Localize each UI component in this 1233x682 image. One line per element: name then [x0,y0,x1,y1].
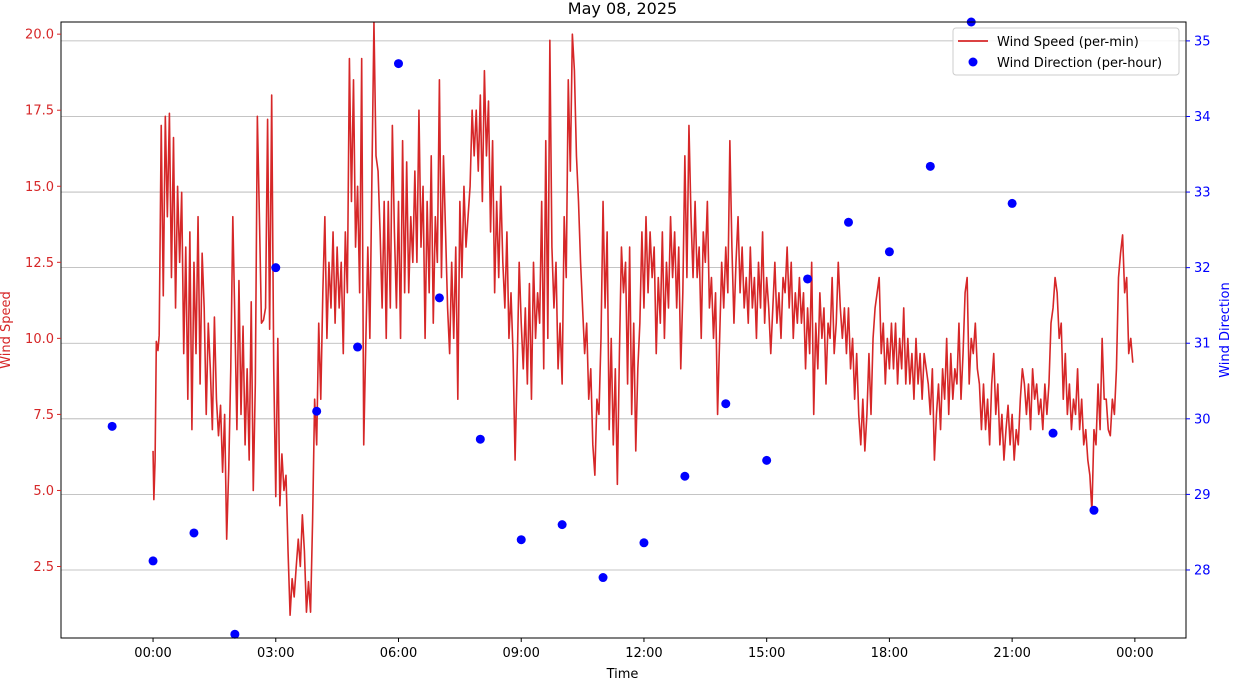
y-left-tick-label: 17.5 [25,104,54,119]
y-left-tick-label: 10.0 [25,332,54,347]
x-tick-label: 18:00 [871,646,908,661]
chart-title: May 08, 2025 [568,0,677,18]
plot-frame [60,21,1187,639]
x-axis-title: Time [606,667,639,682]
legend-box [952,27,1180,76]
y-right-tick-label: 34 [1194,110,1211,125]
y-left-tick-label: 20.0 [25,28,54,43]
y-axis-left-title: Wind Speed [0,291,14,369]
wind-direction-point [1007,198,1017,208]
y-right-tick-label: 32 [1194,261,1211,276]
wind-direction-point [884,247,894,257]
wind-direction-point [312,406,322,416]
y-right-tick-label: 28 [1194,563,1211,578]
y-right-tick-label: 33 [1194,186,1211,201]
x-tick-label: 09:00 [502,646,539,661]
wind-direction-point [844,217,853,227]
wind-direction-point [107,421,117,431]
y-axis-left: 2.5 5.0 7.5 10.0 12.5 15.0 17.5 20.0 [25,28,61,575]
x-tick-label: 03:00 [257,646,294,661]
wind-direction-point [557,520,567,530]
legend: Wind Speed (per-min) Wind Direction (per… [952,27,1180,76]
x-tick-label: 21:00 [993,646,1030,661]
legend-direction-label: Wind Direction (per-hour) [997,56,1162,71]
wind-direction-point [516,535,526,545]
y-right-tick-label: 30 [1194,412,1211,427]
y-axis-right-title: Wind Direction [1218,282,1233,378]
x-tick-label: 00:00 [134,646,171,661]
y-right-tick-label: 31 [1194,337,1211,352]
wind-direction-point [1048,428,1058,438]
wind-direction-point [639,538,649,548]
y-axis-right: 28 29 30 31 32 33 34 35 [1186,34,1211,578]
wind-direction-point [803,274,813,284]
y-left-tick-label: 12.5 [25,256,54,271]
y-left-tick-label: 15.0 [25,180,54,195]
wind-direction-point [230,629,240,639]
x-tick-label: 12:00 [625,646,662,661]
wind-speed-line [152,22,1134,616]
x-axis: 00:00 03:00 06:00 09:00 12:00 15:00 18:00 21:00… [134,638,1154,661]
y-right-tick-label: 35 [1194,34,1211,49]
wind-direction-point [394,59,403,69]
x-tick-label: 15:00 [748,646,785,661]
legend-direction-swatch [968,57,978,67]
x-tick-label: 00:00 [1116,646,1153,661]
legend-speed-label: Wind Speed (per-min) [997,35,1139,50]
grid-lines [61,40,1186,571]
y-left-tick-label: 5.0 [33,484,54,499]
wind-speed-series [152,22,1134,616]
wind-direction-point [598,573,608,583]
wind-direction-point [148,556,158,566]
wind-direction-point [762,455,772,465]
wind-direction-point [680,471,690,481]
x-tick-label: 06:00 [380,646,417,661]
wind-direction-point [189,528,199,538]
y-right-tick-label: 29 [1194,488,1211,503]
wind-direction-point [475,434,485,444]
wind-direction-point [721,399,731,409]
y-left-tick-label: 2.5 [33,560,54,575]
y-left-tick-label: 7.5 [33,408,54,423]
wind-direction-point [1089,505,1099,515]
wind-direction-point [434,293,444,303]
wind-direction-series [107,17,1099,639]
wind-direction-point [925,161,935,171]
wind-direction-point [271,263,281,273]
wind-direction-point [353,342,363,352]
